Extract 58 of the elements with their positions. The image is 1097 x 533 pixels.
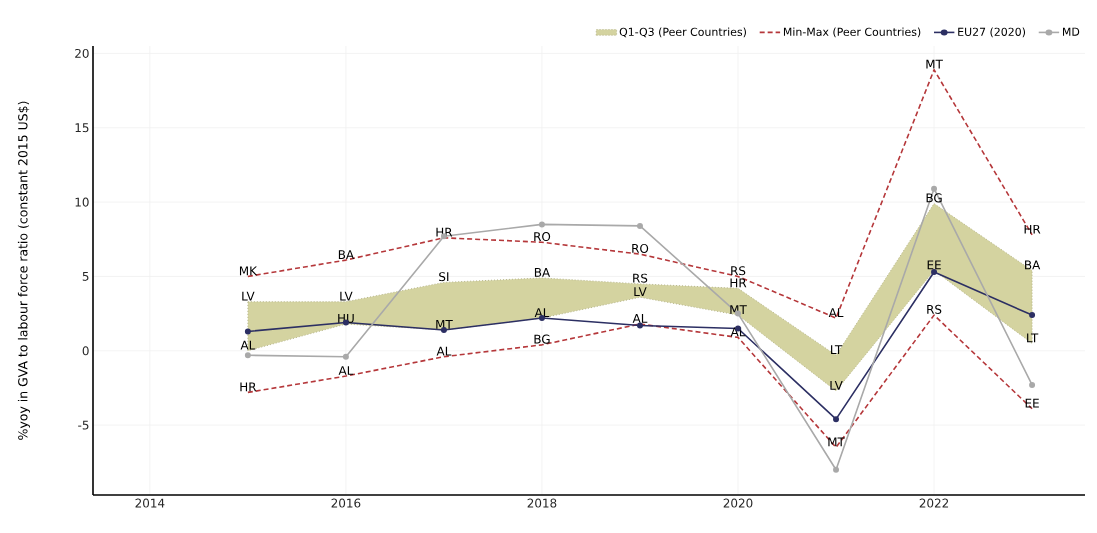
annotation: BA bbox=[1025, 260, 1041, 270]
point bbox=[636, 222, 643, 229]
annotation: AL bbox=[338, 366, 354, 375]
annotation: EE bbox=[927, 260, 941, 270]
annotation: BG bbox=[926, 193, 942, 203]
legend-label: MD bbox=[1063, 27, 1080, 36]
x-tick-label: 2018 bbox=[527, 498, 557, 508]
annotation: MT bbox=[436, 320, 453, 329]
x-tick-label: 2020 bbox=[723, 498, 753, 508]
y-tick-label: 5 bbox=[82, 272, 89, 281]
annotation: LV bbox=[340, 291, 353, 301]
y-tick-label: 15 bbox=[75, 123, 89, 133]
point bbox=[1029, 312, 1036, 319]
point bbox=[244, 328, 251, 335]
annotation: MT bbox=[926, 59, 943, 69]
point bbox=[244, 352, 251, 359]
annotation: HR bbox=[1024, 224, 1041, 234]
annotation: BG bbox=[534, 334, 550, 344]
annotation: LV bbox=[242, 291, 255, 301]
annotation: RS bbox=[633, 273, 648, 283]
annotation: MK bbox=[239, 266, 258, 276]
annotation: LT bbox=[1027, 333, 1039, 343]
annotation: RO bbox=[632, 243, 649, 253]
x-tick-label: 2014 bbox=[135, 498, 165, 508]
annotation: LT bbox=[831, 345, 843, 355]
point bbox=[538, 221, 545, 228]
annotation: BA bbox=[338, 250, 354, 259]
annotation: MT bbox=[828, 437, 845, 447]
annotation: AL bbox=[828, 308, 844, 317]
annotation: AL bbox=[240, 340, 256, 350]
y-axis-title: %yoy in GVA to labour force ratio (constant 2015 US$) bbox=[17, 101, 30, 440]
annotation: SI bbox=[439, 272, 449, 282]
point bbox=[342, 353, 349, 360]
y-tick-label: 10 bbox=[75, 197, 89, 207]
point bbox=[931, 185, 938, 192]
annotation: RS bbox=[927, 304, 942, 314]
legend-label: EU27 (2020) bbox=[958, 27, 1026, 38]
y-tick-label: 0 bbox=[82, 346, 89, 356]
annotation: BA bbox=[534, 268, 551, 277]
legend-label: Min-Max (Peer Countries) bbox=[783, 27, 921, 38]
annotation: AL bbox=[632, 314, 648, 323]
annotation: AL bbox=[534, 308, 550, 317]
annotation: RS bbox=[731, 266, 746, 276]
x-tick-label: 2016 bbox=[331, 498, 361, 508]
y-tick-label: 20 bbox=[75, 48, 89, 58]
point bbox=[833, 466, 840, 473]
annotation: HR bbox=[730, 278, 747, 288]
legend-label: Q1-Q3 (Peer Countries) bbox=[619, 27, 746, 38]
annotation: HR bbox=[240, 382, 257, 392]
annotation: AL bbox=[436, 346, 452, 356]
point bbox=[1029, 381, 1036, 388]
annotation: EE bbox=[1025, 398, 1039, 408]
annotation: LV bbox=[830, 381, 843, 390]
annotation: RO bbox=[534, 232, 551, 242]
x-tick-label: 2022 bbox=[919, 498, 949, 508]
y-tick-label: -5 bbox=[78, 420, 89, 430]
annotation: LV bbox=[634, 287, 647, 297]
point bbox=[833, 416, 840, 423]
